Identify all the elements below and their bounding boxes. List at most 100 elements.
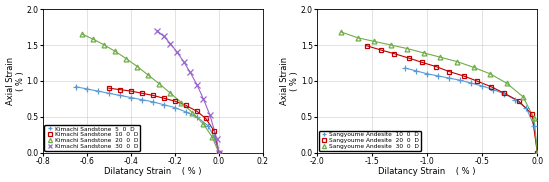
- Kimachi Sandstone  5  0  D: [216, 152, 222, 154]
- Kimachi Sandstone  20  0  D: [200, 123, 207, 125]
- Sangyoume Andesite  30  0  D: [531, 117, 537, 119]
- Sangyoume Andesite  20  0  D: [363, 45, 370, 47]
- Sangyoume Andesite  20  0  D: [473, 80, 480, 82]
- Line: Kimachi Sandstone  20  0  D: Kimachi Sandstone 20 0 D: [80, 32, 221, 155]
- Kimachi Sandstone  5  0  D: [116, 94, 123, 96]
- Sangyoume Andesite  20  0  D: [446, 71, 452, 73]
- Sangyoume Andesite  30  0  D: [487, 73, 494, 75]
- Kimachi Sandstone  20  0  D: [79, 33, 86, 35]
- Kimachi Sandstone  10  0  D: [203, 117, 209, 119]
- Legend: Sangyoume Andesite  10  0  D, Sangyoume Andesite  20  0  D, Sangyoume Andesite  : Sangyoume Andesite 10 0 D, Sangyoume And…: [319, 131, 421, 151]
- Kimachi Sandstone  10  0  D: [149, 94, 156, 96]
- Kimachi Sandstone  20  0  D: [189, 112, 196, 114]
- Sangyoume Andesite  10  0  D: [413, 70, 419, 72]
- Kimachi Sandstone  20  0  D: [178, 101, 184, 104]
- Kimachi Sandstone  5  0  D: [149, 101, 156, 103]
- Kimachi Sandstone  5  0  D: [72, 86, 79, 88]
- Kimachi Sandstone  20  0  D: [112, 50, 119, 53]
- Kimachi Sandstone  10  0  D: [105, 87, 112, 89]
- Kimachi Sandstone  10  0  D: [127, 90, 134, 92]
- Kimachi Sandstone  5  0  D: [83, 88, 90, 90]
- Sangyoume Andesite  30  0  D: [355, 37, 361, 39]
- Line: Kimachi Sandstone  30  0  D: Kimachi Sandstone 30 0 D: [154, 28, 222, 156]
- Kimachi Sandstone  10  0  D: [160, 97, 167, 99]
- Kimachi Sandstone  30  0  D: [173, 51, 180, 53]
- Kimachi Sandstone  30  0  D: [187, 71, 193, 73]
- Sangyoume Andesite  30  0  D: [453, 60, 460, 63]
- Sangyoume Andesite  20  0  D: [460, 75, 467, 77]
- Sangyoume Andesite  10  0  D: [424, 73, 430, 75]
- Sangyoume Andesite  30  0  D: [388, 44, 394, 46]
- Kimachi Sandstone  10  0  D: [211, 130, 218, 132]
- Kimachi Sandstone  5  0  D: [127, 96, 134, 99]
- Sangyoume Andesite  20  0  D: [418, 61, 425, 63]
- Kimachi Sandstone  20  0  D: [209, 136, 216, 138]
- Kimachi Sandstone  20  0  D: [134, 66, 141, 68]
- Kimachi Sandstone  10  0  D: [182, 104, 189, 106]
- Kimachi Sandstone  20  0  D: [90, 38, 97, 40]
- Kimachi Sandstone  5  0  D: [205, 124, 211, 127]
- Kimachi Sandstone  20  0  D: [156, 83, 163, 85]
- Sangyoume Andesite  30  0  D: [520, 96, 526, 98]
- Sangyoume Andesite  10  0  D: [523, 107, 530, 109]
- Sangyoume Andesite  10  0  D: [501, 93, 508, 95]
- X-axis label: Dilatancy Strain    ( % ): Dilatancy Strain ( % ): [378, 167, 476, 176]
- Sangyoume Andesite  30  0  D: [534, 152, 541, 154]
- Kimachi Sandstone  5  0  D: [105, 92, 112, 94]
- Kimachi Sandstone  5  0  D: [160, 104, 167, 106]
- Kimachi Sandstone  30  0  D: [180, 60, 187, 63]
- Sangyoume Andesite  10  0  D: [534, 152, 541, 154]
- Kimachi Sandstone  20  0  D: [167, 92, 173, 94]
- Kimachi Sandstone  20  0  D: [216, 152, 222, 154]
- Kimachi Sandstone  5  0  D: [182, 111, 189, 113]
- Legend: Kimachi Sandstone  5  0  D, Kimachi Sandstone  10  0  D, Kimachi Sandstone  20  : Kimachi Sandstone 5 0 D, Kimachi Sandsto…: [44, 125, 140, 151]
- Kimachi Sandstone  30  0  D: [216, 152, 222, 154]
- Sangyoume Andesite  30  0  D: [437, 56, 444, 58]
- Y-axis label: Axial Strain
( % ): Axial Strain ( % ): [280, 57, 299, 105]
- Sangyoume Andesite  20  0  D: [378, 49, 384, 51]
- Sangyoume Andesite  20  0  D: [433, 66, 439, 68]
- Sangyoume Andesite  10  0  D: [468, 82, 474, 84]
- Kimachi Sandstone  10  0  D: [216, 152, 222, 154]
- Kimachi Sandstone  20  0  D: [123, 58, 130, 60]
- Kimachi Sandstone  30  0  D: [194, 84, 200, 86]
- Kimachi Sandstone  30  0  D: [154, 29, 160, 32]
- Kimachi Sandstone  5  0  D: [138, 99, 145, 101]
- Sangyoume Andesite  10  0  D: [479, 85, 486, 87]
- Sangyoume Andesite  30  0  D: [421, 52, 427, 54]
- Kimachi Sandstone  20  0  D: [101, 44, 108, 46]
- Kimachi Sandstone  20  0  D: [145, 74, 152, 76]
- Sangyoume Andesite  30  0  D: [338, 31, 345, 33]
- X-axis label: Dilatancy Strain    ( % ): Dilatancy Strain ( % ): [104, 167, 201, 176]
- Sangyoume Andesite  20  0  D: [501, 92, 508, 94]
- Sangyoume Andesite  10  0  D: [446, 77, 452, 79]
- Line: Sangyoume Andesite  20  0  D: Sangyoume Andesite 20 0 D: [364, 43, 540, 155]
- Sangyoume Andesite  20  0  D: [391, 53, 397, 55]
- Line: Kimachi Sandstone  10  0  D: Kimachi Sandstone 10 0 D: [107, 86, 221, 155]
- Kimachi Sandstone  30  0  D: [200, 98, 207, 100]
- Sangyoume Andesite  20  0  D: [534, 152, 541, 154]
- Line: Kimachi Sandstone  5  0  D: Kimachi Sandstone 5 0 D: [73, 84, 222, 156]
- Sangyoume Andesite  30  0  D: [470, 66, 477, 68]
- Sangyoume Andesite  10  0  D: [402, 67, 408, 69]
- Line: Sangyoume Andesite  10  0  D: Sangyoume Andesite 10 0 D: [402, 65, 540, 156]
- Y-axis label: Axial Strain
( % ): Axial Strain ( % ): [5, 57, 25, 105]
- Kimachi Sandstone  30  0  D: [167, 42, 173, 45]
- Sangyoume Andesite  10  0  D: [435, 75, 441, 77]
- Kimachi Sandstone  5  0  D: [94, 90, 101, 92]
- Sangyoume Andesite  10  0  D: [531, 124, 537, 127]
- Kimachi Sandstone  5  0  D: [171, 106, 178, 109]
- Sangyoume Andesite  10  0  D: [457, 79, 463, 81]
- Kimachi Sandstone  30  0  D: [160, 35, 167, 37]
- Kimachi Sandstone  10  0  D: [194, 110, 200, 112]
- Kimachi Sandstone  10  0  D: [116, 88, 123, 91]
- Kimachi Sandstone  10  0  D: [138, 92, 145, 94]
- Sangyoume Andesite  30  0  D: [371, 40, 378, 43]
- Sangyoume Andesite  10  0  D: [512, 99, 519, 101]
- Line: Sangyoume Andesite  30  0  D: Sangyoume Andesite 30 0 D: [339, 30, 540, 155]
- Sangyoume Andesite  30  0  D: [503, 82, 510, 84]
- Kimachi Sandstone  5  0  D: [194, 116, 200, 118]
- Kimachi Sandstone  30  0  D: [214, 137, 220, 140]
- Sangyoume Andesite  20  0  D: [529, 113, 535, 115]
- Kimachi Sandstone  5  0  D: [211, 136, 218, 138]
